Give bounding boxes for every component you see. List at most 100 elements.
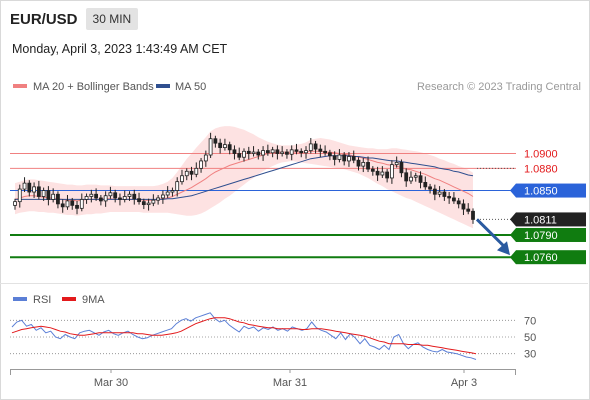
candle-body-3 — [27, 182, 32, 193]
candle-body-48 — [242, 150, 246, 158]
candle-body-59 — [294, 149, 299, 152]
candle-body-20 — [108, 192, 113, 197]
candle-body-1 — [17, 188, 22, 203]
candle-body-39 — [199, 160, 203, 169]
candle-body-18 — [98, 197, 103, 202]
candle-body-65 — [323, 150, 328, 154]
candle-body-36 — [184, 170, 189, 177]
rsi-ma-swatch — [62, 297, 76, 301]
candle-body-25 — [132, 193, 137, 200]
candle-body-26 — [137, 198, 141, 203]
candle-body-92 — [452, 197, 456, 202]
candle-body-32 — [165, 191, 170, 196]
candle-body-80 — [394, 162, 399, 166]
candle-body-66 — [327, 152, 332, 157]
candle-body-42 — [213, 138, 218, 144]
candle-body-75 — [370, 168, 375, 172]
candle-body-56 — [280, 151, 285, 154]
candle-body-77 — [380, 171, 385, 176]
candle-body-78 — [385, 171, 390, 179]
level-tag-1.0850 — [516, 183, 586, 198]
candle-body-68 — [337, 154, 342, 160]
level-tag-pointer-1.0790 — [510, 227, 516, 242]
candle-body-73 — [361, 162, 366, 167]
candle-body-12 — [70, 200, 75, 206]
candle-body-0 — [13, 201, 17, 206]
candle-body-52 — [261, 150, 265, 156]
candle-body-37 — [189, 170, 194, 175]
candle-body-10 — [60, 203, 65, 208]
candle-body-74 — [366, 162, 370, 170]
candle-body-50 — [251, 151, 256, 154]
candle-body-83 — [409, 176, 413, 182]
candle-body-53 — [265, 150, 270, 154]
level-tag-1.0790 — [516, 227, 586, 242]
candle-body-47 — [237, 153, 242, 158]
x-axis-labels-layer: Mar 30 Mar 31 Apr 3 — [94, 369, 477, 389]
level-label-1.0811: 1.0811 — [524, 214, 557, 226]
level-tag-pointer-1.0760 — [510, 250, 516, 265]
candle-body-76 — [375, 170, 380, 176]
candle-body-67 — [332, 155, 337, 160]
x-tick-label-2: Apr 3 — [451, 377, 477, 389]
candle-body-41 — [208, 138, 213, 156]
candle-body-23 — [122, 196, 127, 200]
rsi-tick-label-70: 70 — [524, 315, 536, 327]
candle-body-94 — [461, 203, 466, 210]
timeframe-badge[interactable]: 30 MIN — [85, 8, 139, 30]
candle-body-21 — [113, 192, 118, 199]
level-label-1.0850: 1.0850 — [524, 186, 558, 198]
candle-body-54 — [270, 149, 275, 154]
rsi-tick-label-50: 50 — [524, 332, 536, 344]
candle-body-82 — [404, 172, 409, 182]
research-credit: Research © 2023 Trading Central — [417, 81, 581, 93]
level-label-1.0880: 1.0880 — [524, 163, 558, 175]
rsi-legend: RSI 9MA — [13, 294, 105, 306]
candle-body-84 — [413, 175, 418, 178]
candle-body-15 — [84, 196, 89, 200]
level-tag-1.0760 — [516, 250, 586, 265]
candle-body-22 — [118, 197, 122, 200]
bollinger-band-area — [15, 126, 473, 229]
candle-body-61 — [304, 150, 308, 154]
candle-body-89 — [437, 191, 442, 195]
candle-body-51 — [256, 151, 261, 156]
projection-arrow-shaft — [475, 218, 507, 249]
candle-body-64 — [318, 148, 323, 152]
candle-body-17 — [94, 193, 99, 199]
candle-body-7 — [46, 190, 51, 200]
candle-body-57 — [285, 151, 289, 155]
candle-body-43 — [218, 142, 223, 149]
candle-body-55 — [275, 149, 280, 154]
candle-body-16 — [89, 193, 94, 197]
candle-body-87 — [428, 186, 432, 190]
candle-body-5 — [36, 186, 41, 197]
candle-body-69 — [342, 154, 347, 162]
bollinger-band-layer — [15, 126, 473, 229]
candle-body-6 — [41, 190, 46, 197]
ma20-bb-swatch — [13, 84, 27, 88]
chart-header: EUR/USD 30 MIN — [10, 7, 139, 31]
legend-rsi: RSI — [33, 294, 51, 306]
legend-rsi-ma: 9MA — [82, 294, 105, 306]
candle-body-72 — [356, 159, 361, 167]
level-label-1.0900: 1.0900 — [524, 149, 558, 161]
candle-body-45 — [227, 144, 232, 151]
rsi-tick-label-30: 30 — [524, 349, 536, 361]
candle-body-9 — [56, 193, 60, 205]
candle-body-93 — [456, 200, 461, 205]
legend-ma20-bb: MA 20 + Bollinger Bands — [33, 81, 154, 93]
candle-body-88 — [432, 188, 437, 195]
candle-body-19 — [103, 195, 108, 202]
candle-body-49 — [246, 150, 251, 154]
legend-ma50: MA 50 — [175, 81, 206, 93]
candle-body-38 — [194, 167, 199, 175]
candle-body-40 — [203, 154, 208, 162]
candle-body-81 — [399, 162, 404, 174]
candle-body-14 — [79, 199, 84, 209]
candle-body-60 — [299, 150, 304, 154]
candle-body-28 — [146, 202, 151, 206]
candle-body-70 — [347, 156, 351, 162]
candle-body-30 — [156, 197, 161, 201]
timestamp: Monday, April 3, 2023 1:43:49 AM CET — [12, 42, 228, 56]
